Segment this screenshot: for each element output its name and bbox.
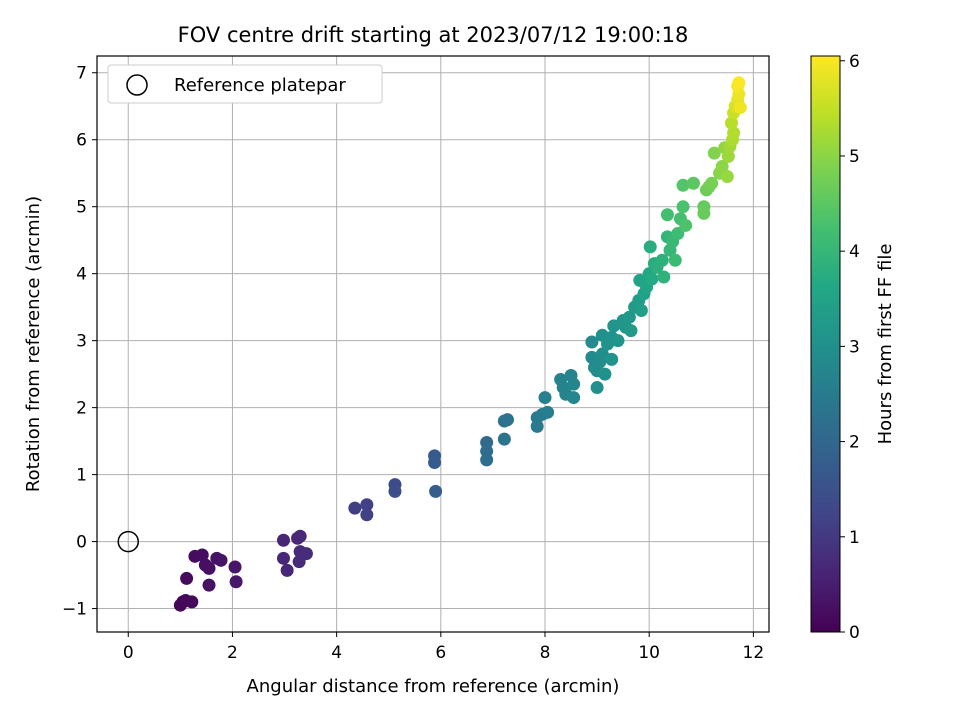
- data-point: [567, 377, 581, 391]
- data-point: [657, 270, 671, 284]
- data-point: [585, 335, 599, 349]
- colorbar-tick-label: 4: [849, 242, 860, 262]
- data-point: [348, 501, 362, 515]
- data-point: [655, 253, 669, 267]
- data-point: [705, 176, 719, 190]
- data-point: [299, 547, 313, 561]
- data-point: [721, 149, 735, 163]
- data-point: [590, 381, 604, 395]
- data-point: [724, 116, 738, 130]
- reference-platepar-marker: [117, 530, 140, 553]
- colorbar-tick-label: 3: [849, 337, 860, 357]
- data-point: [388, 484, 402, 498]
- data-point: [276, 533, 290, 547]
- data-point: [697, 206, 711, 220]
- data-point: [634, 304, 648, 318]
- x-tick-label: 6: [435, 643, 446, 663]
- x-tick-label: 0: [123, 643, 134, 663]
- data-point: [727, 126, 741, 140]
- y-tick-label: 5: [76, 198, 87, 218]
- data-point: [598, 367, 612, 381]
- colorbar-ticks: 0 1 2 3 4 5 6: [840, 52, 860, 643]
- colorbar-gradient: [810, 55, 841, 633]
- x-tick-label: 12: [743, 643, 765, 663]
- data-point: [228, 560, 242, 574]
- y-axis-label: Rotation from reference (arcmin): [23, 196, 44, 492]
- plot-frame: [96, 55, 770, 633]
- data-point: [707, 146, 721, 160]
- data-point: [660, 208, 674, 222]
- data-point: [624, 324, 638, 338]
- data-point: [202, 578, 216, 592]
- colorbar-tick-label: 6: [849, 52, 860, 72]
- colorbar-tick-label: 0: [849, 623, 860, 643]
- data-point: [276, 551, 290, 565]
- legend-entry-reference: Reference platepar: [174, 75, 346, 96]
- x-tick-label: 2: [227, 643, 238, 663]
- data-point: [676, 200, 690, 214]
- y-axis-ticks: −1 0 1 2 3 4 5 6 7: [62, 64, 97, 620]
- x-tick-label: 4: [331, 643, 342, 663]
- y-tick-label: 4: [76, 265, 87, 285]
- y-tick-label: −1: [62, 600, 87, 620]
- legend: Reference platepar: [107, 64, 383, 104]
- data-point: [541, 405, 555, 419]
- data-point: [622, 310, 636, 324]
- data-point: [293, 529, 307, 543]
- data-point: [720, 170, 734, 184]
- data-point: [530, 419, 544, 433]
- data-point: [643, 240, 657, 254]
- data-point: [668, 253, 682, 267]
- data-point: [733, 101, 747, 115]
- data-point: [671, 226, 685, 240]
- chart-title: FOV centre drift starting at 2023/07/12 …: [178, 23, 689, 47]
- colorbar: 0 1 2 3 4 5 6 Hours from first FF file: [810, 52, 896, 643]
- data-point: [732, 76, 746, 90]
- data-point: [567, 391, 581, 405]
- data-point: [214, 553, 228, 567]
- data-point: [202, 561, 216, 575]
- legend-marker-icon: [126, 74, 148, 96]
- y-tick-label: 6: [76, 131, 87, 151]
- data-point: [429, 484, 443, 498]
- y-tick-label: 1: [76, 466, 87, 486]
- x-tick-label: 8: [540, 643, 551, 663]
- x-axis-ticks: 0 2 4 6 8 10 12: [123, 632, 764, 663]
- data-point: [280, 563, 294, 577]
- data-point: [428, 456, 442, 470]
- data-point: [679, 218, 693, 232]
- data-point: [605, 352, 619, 366]
- colorbar-tick-label: 5: [849, 147, 860, 167]
- data-point: [480, 453, 494, 467]
- data-point: [180, 571, 194, 585]
- data-point: [195, 548, 209, 562]
- data-points: [117, 76, 747, 612]
- x-axis-label: Angular distance from reference (arcmin): [247, 676, 620, 697]
- y-tick-label: 0: [76, 533, 87, 553]
- data-point: [715, 160, 729, 174]
- y-tick-label: 2: [76, 399, 87, 419]
- y-tick-label: 7: [76, 64, 87, 84]
- data-point: [229, 575, 243, 589]
- data-point: [500, 413, 514, 427]
- colorbar-tick-label: 1: [849, 528, 860, 548]
- data-point: [686, 176, 700, 190]
- grid: [97, 56, 769, 632]
- data-point: [611, 334, 625, 348]
- x-tick-label: 10: [638, 643, 660, 663]
- data-point: [360, 498, 374, 512]
- data-point: [645, 272, 659, 286]
- colorbar-label: Hours from first FF file: [875, 244, 896, 445]
- data-point: [360, 508, 374, 522]
- legend-box: [107, 64, 383, 104]
- colorbar-tick-label: 2: [849, 433, 860, 453]
- data-point: [185, 595, 199, 609]
- data-point: [538, 391, 552, 405]
- data-point: [497, 432, 511, 446]
- y-tick-label: 3: [76, 332, 87, 352]
- data-point: [676, 178, 690, 192]
